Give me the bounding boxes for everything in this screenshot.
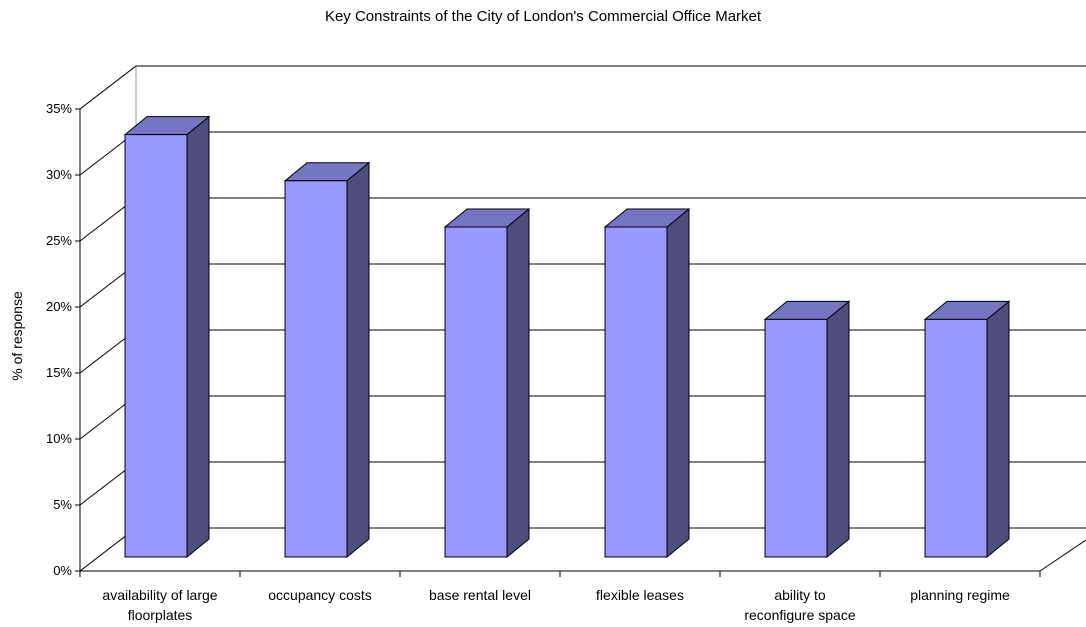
bar-front — [764, 318, 828, 558]
x-tick-label: planning regime — [910, 587, 1010, 603]
bar-side — [986, 300, 1010, 559]
bars — [123, 115, 1011, 559]
bar-side — [346, 161, 370, 559]
bar-front — [924, 318, 988, 558]
gridline-side — [79, 65, 137, 110]
floor-right-edge — [1039, 539, 1086, 572]
bar-front — [284, 180, 348, 558]
axes — [75, 108, 1041, 577]
x-axis-labels: availability of large floorplates occupanc… — [102, 587, 1010, 623]
bar-side — [186, 115, 210, 559]
bar — [443, 207, 531, 559]
y-tick-label: 5% — [53, 497, 72, 512]
y-tick-label: 35% — [46, 101, 72, 116]
x-tick-label: reconfigure space — [744, 607, 856, 623]
bar — [603, 207, 691, 559]
bar-front — [124, 134, 188, 558]
y-tick-label: 25% — [46, 233, 72, 248]
bar-front — [604, 226, 668, 558]
x-tick-label: occupancy costs — [268, 587, 372, 603]
y-tick-label: 10% — [46, 431, 72, 446]
bar-side — [506, 207, 530, 559]
x-tick-label: availability of large — [102, 587, 217, 603]
bar — [283, 161, 371, 559]
y-tick-label: 20% — [46, 299, 72, 314]
y-tick-label: 0% — [53, 563, 72, 578]
bar — [123, 115, 211, 559]
x-tick-label: ability to — [774, 587, 826, 603]
x-tick-label: flexible leases — [596, 587, 684, 603]
y-axis-ticks: 0% 5% 10% 15% 20% 25% 30% 35% — [46, 101, 72, 578]
bar — [923, 300, 1011, 559]
chart-title: Key Constraints of the City of London's … — [324, 8, 762, 25]
x-tick-label: floorplates — [128, 607, 193, 623]
bar — [763, 300, 851, 559]
y-tick-label: 15% — [46, 365, 72, 380]
x-tick-label: base rental level — [429, 587, 531, 603]
bar-side — [666, 207, 690, 559]
bar-side — [826, 300, 850, 559]
bar-front — [444, 226, 508, 558]
y-tick-label: 30% — [46, 167, 72, 182]
